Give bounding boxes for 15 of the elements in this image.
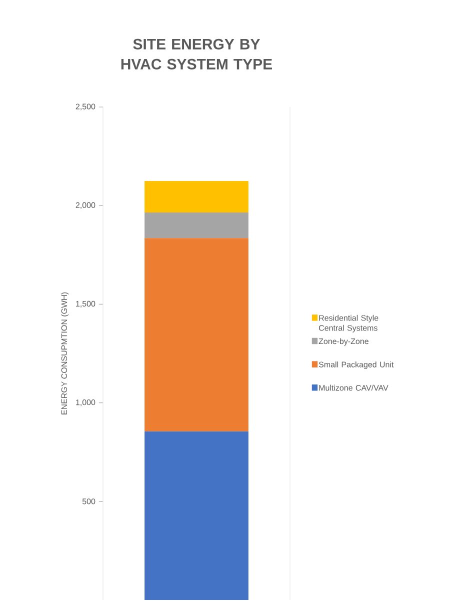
legend-label: Small Packaged Unit	[318, 361, 394, 369]
legend-label: Residential Style Central Systems	[318, 314, 378, 332]
bar	[144, 212, 248, 238]
y-tick-label: 1,500	[76, 300, 96, 308]
bar	[144, 238, 248, 432]
y-tick-label: 2,000	[76, 202, 96, 209]
y-tick-label: 1,000	[76, 399, 96, 406]
bar	[144, 180, 248, 212]
y-tick-label: 500	[82, 498, 96, 504]
chart-title: SITE ENERGY BY HVAC SYSTEM TYPE	[121, 38, 272, 70]
y-axis-title: ENERGY CONSUPMTION (GWH)	[61, 292, 69, 414]
legend-label: Zone-by-Zone	[318, 338, 368, 346]
y-tick-label: 2,500	[76, 104, 96, 110]
bar	[144, 431, 248, 600]
legend-label: Multizone CAV/VAV	[319, 384, 388, 391]
